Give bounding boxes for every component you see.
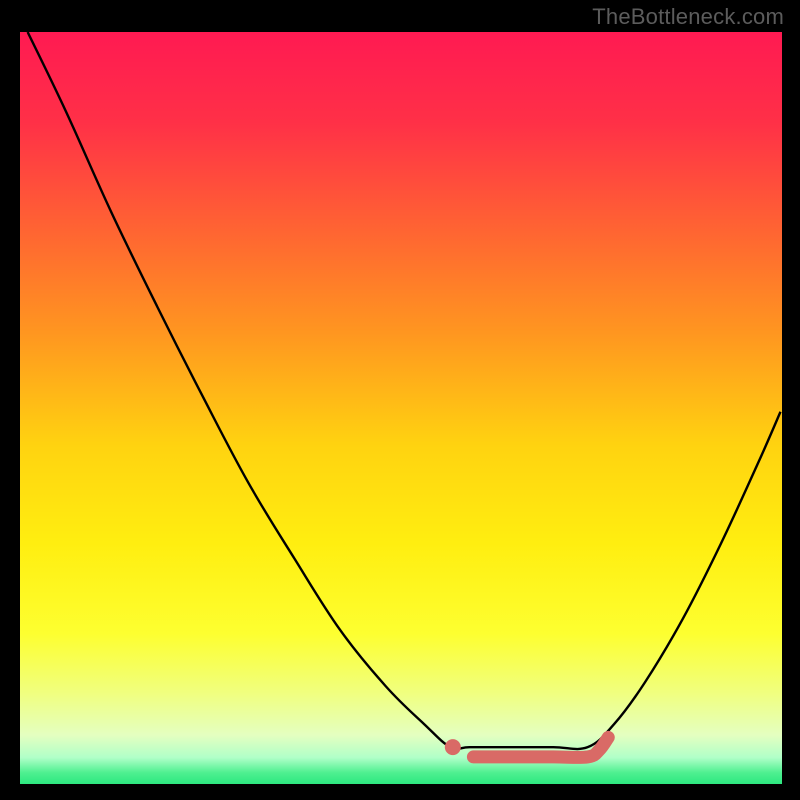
watermark-text: TheBottleneck.com (592, 4, 784, 30)
plot-area (20, 32, 782, 784)
highlight-dot (445, 739, 461, 755)
bottleneck-curve (28, 32, 781, 749)
chart-svg (20, 32, 782, 784)
